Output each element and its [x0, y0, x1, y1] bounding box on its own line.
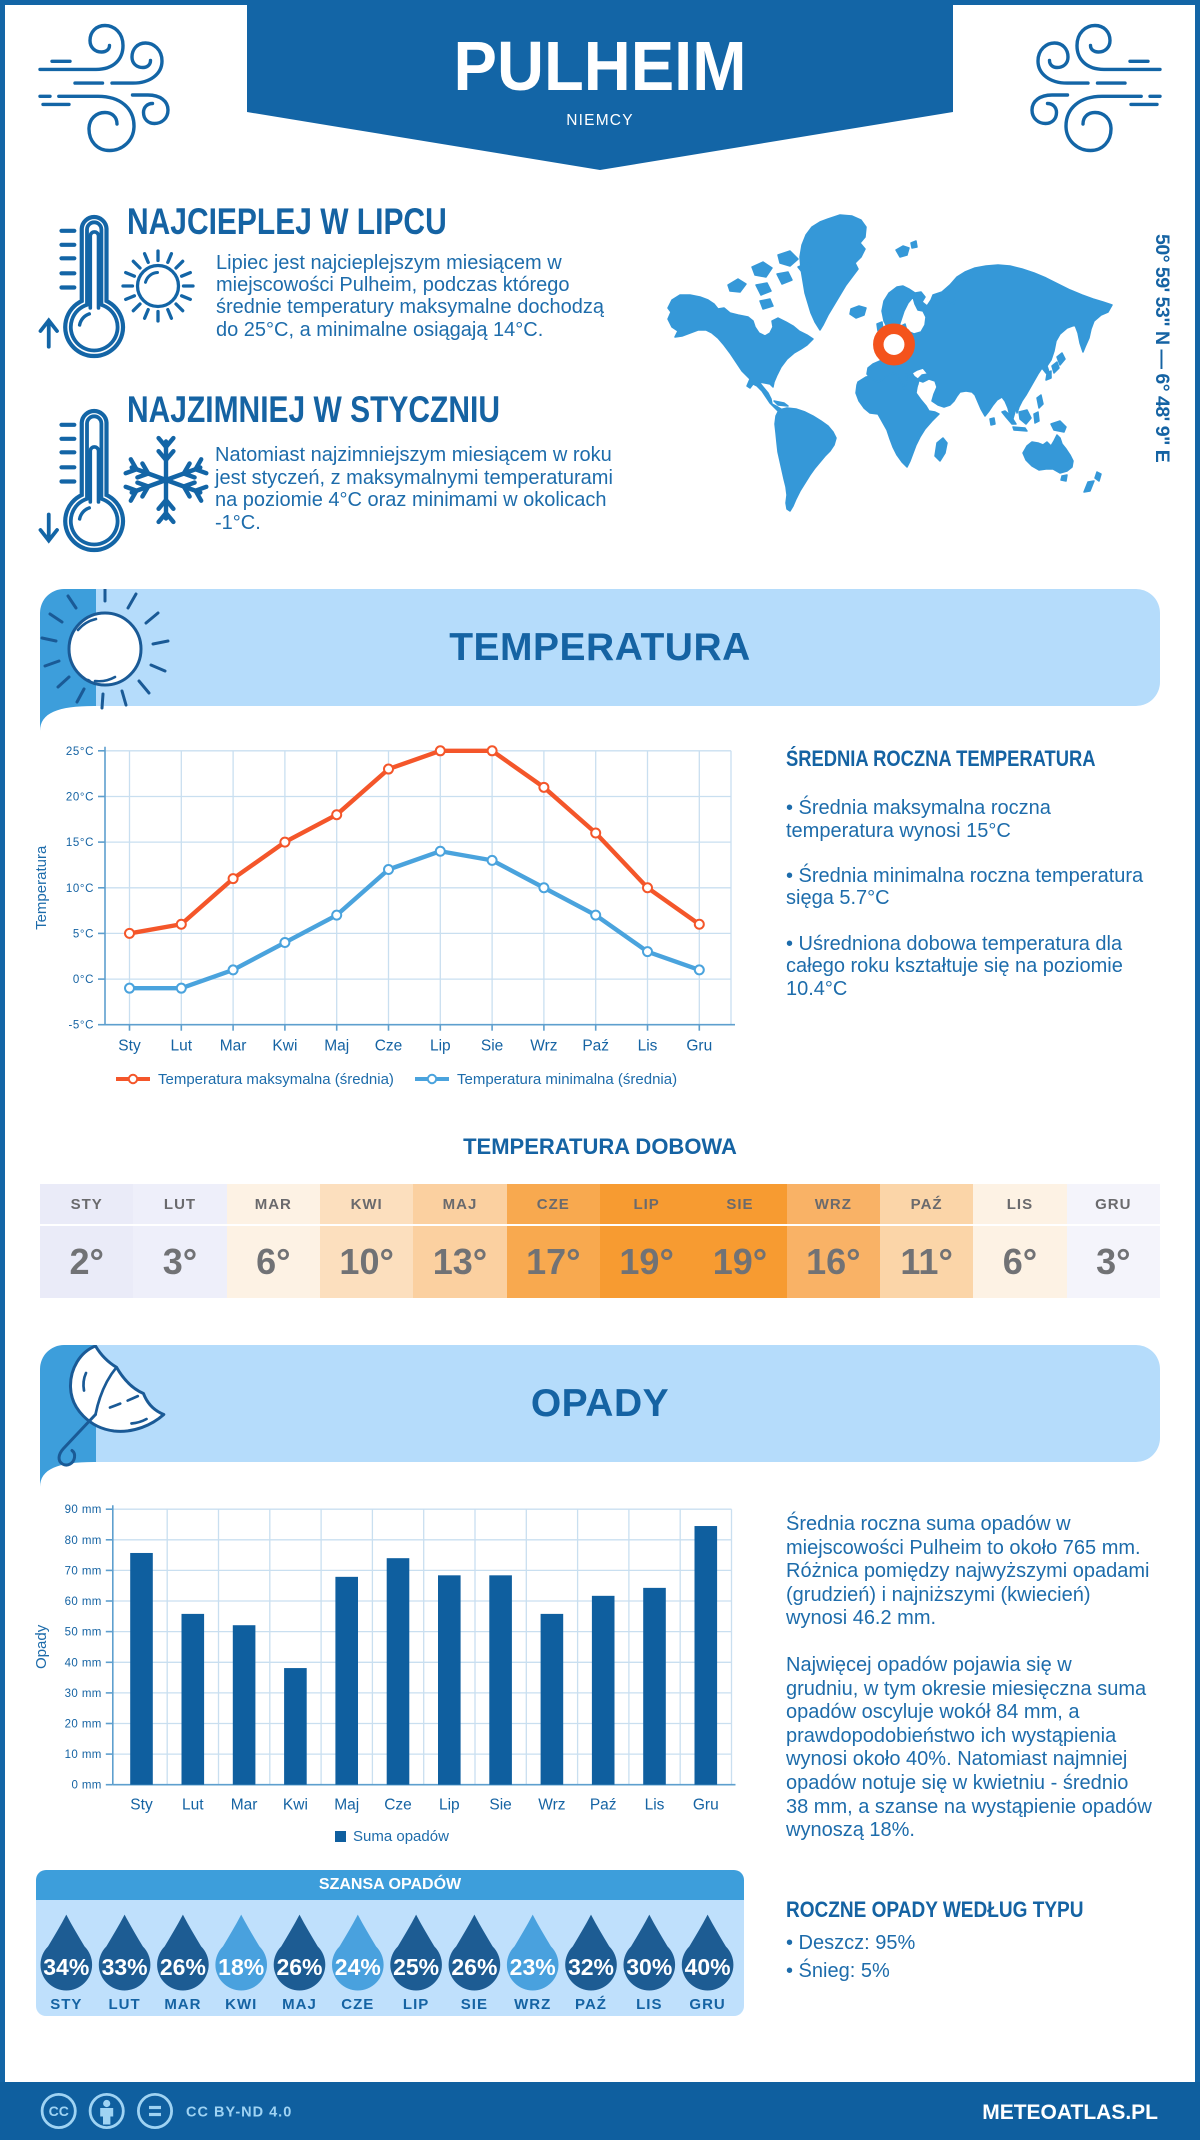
svg-text:0°C: 0°C — [73, 974, 94, 986]
svg-text:Temperatura: Temperatura — [33, 845, 50, 930]
svg-text:18%: 18% — [218, 1954, 264, 1980]
svg-text:5°C: 5°C — [73, 928, 94, 940]
svg-text:Cze: Cze — [384, 1797, 412, 1814]
svg-text:Lis: Lis — [645, 1797, 665, 1814]
svg-text:Paź: Paź — [590, 1797, 617, 1814]
svg-text:20°C: 20°C — [66, 792, 94, 804]
svg-text:Wrz: Wrz — [530, 1038, 557, 1055]
svg-text:30 mm: 30 mm — [65, 1688, 102, 1700]
svg-text:Mar: Mar — [220, 1038, 247, 1055]
svg-text:CC BY-ND 4.0: CC BY-ND 4.0 — [186, 2105, 292, 2121]
svg-text:Suma opadów: Suma opadów — [353, 1828, 449, 1845]
svg-text:26%: 26% — [451, 1954, 497, 1980]
svg-text:Gru: Gru — [693, 1797, 719, 1814]
svg-text:10°C: 10°C — [66, 883, 94, 895]
svg-text:LUT: LUT — [109, 1996, 141, 2013]
svg-text:CC: CC — [49, 2103, 69, 2119]
svg-text:0 mm: 0 mm — [71, 1780, 101, 1792]
svg-text:METEOATLAS.PL: METEOATLAS.PL — [982, 2101, 1158, 2124]
svg-text:Opady: Opady — [33, 1624, 50, 1669]
svg-text:Sty: Sty — [130, 1797, 153, 1814]
svg-text:Paź: Paź — [582, 1038, 609, 1055]
svg-text:40%: 40% — [685, 1954, 731, 1980]
svg-text:MAR: MAR — [164, 1996, 201, 2013]
svg-text:Lip: Lip — [439, 1797, 460, 1814]
svg-text:Gru: Gru — [686, 1038, 712, 1055]
svg-text:80 mm: 80 mm — [65, 1535, 102, 1547]
svg-text:Sie: Sie — [489, 1797, 511, 1814]
svg-text:Lip: Lip — [430, 1038, 451, 1055]
svg-text:STY: STY — [50, 1996, 82, 2013]
svg-text:40 mm: 40 mm — [65, 1657, 102, 1669]
svg-text:Mar: Mar — [231, 1797, 258, 1814]
svg-text:LIS: LIS — [636, 1996, 662, 2013]
svg-text:CZE: CZE — [341, 1996, 374, 2013]
svg-text:Maj: Maj — [324, 1038, 349, 1055]
svg-text:33%: 33% — [102, 1954, 148, 1980]
svg-text:30%: 30% — [626, 1954, 672, 1980]
svg-text:Kwi: Kwi — [272, 1038, 297, 1055]
svg-text:Cze: Cze — [375, 1038, 403, 1055]
svg-text:15°C: 15°C — [66, 837, 94, 849]
svg-text:GRU: GRU — [689, 1996, 725, 2013]
svg-text:60 mm: 60 mm — [65, 1596, 102, 1608]
svg-text:25°C: 25°C — [66, 746, 94, 758]
svg-text:70 mm: 70 mm — [65, 1565, 102, 1577]
svg-text:Lut: Lut — [171, 1038, 193, 1055]
svg-text:LIP: LIP — [403, 1996, 429, 2013]
svg-text:10 mm: 10 mm — [65, 1749, 102, 1761]
svg-text:Kwi: Kwi — [283, 1797, 308, 1814]
svg-text:50 mm: 50 mm — [65, 1627, 102, 1639]
svg-text:24%: 24% — [335, 1954, 381, 1980]
svg-text:Temperatura minimalna (średnia: Temperatura minimalna (średnia) — [457, 1071, 677, 1088]
svg-text:23%: 23% — [510, 1954, 556, 1980]
svg-text:Sie: Sie — [481, 1038, 503, 1055]
svg-text:Sty: Sty — [118, 1038, 141, 1055]
svg-text:25%: 25% — [393, 1954, 439, 1980]
svg-text:KWI: KWI — [225, 1996, 257, 2013]
svg-text:-5°C: -5°C — [68, 1020, 94, 1032]
svg-text:SIE: SIE — [461, 1996, 488, 2013]
svg-text:34%: 34% — [43, 1954, 89, 1980]
svg-text:MAJ: MAJ — [282, 1996, 317, 2013]
svg-text:20 mm: 20 mm — [65, 1719, 102, 1731]
svg-text:Wrz: Wrz — [538, 1797, 565, 1814]
svg-text:Temperatura maksymalna (średni: Temperatura maksymalna (średnia) — [158, 1071, 394, 1088]
svg-text:WRZ: WRZ — [514, 1996, 551, 2013]
svg-text:32%: 32% — [568, 1954, 614, 1980]
svg-text:PAŹ: PAŹ — [575, 1996, 607, 2013]
svg-text:Lis: Lis — [638, 1038, 658, 1055]
svg-text:Maj: Maj — [334, 1797, 359, 1814]
svg-text:26%: 26% — [160, 1954, 206, 1980]
svg-text:26%: 26% — [276, 1954, 322, 1980]
svg-text:90 mm: 90 mm — [65, 1504, 102, 1516]
svg-text:Lut: Lut — [182, 1797, 204, 1814]
